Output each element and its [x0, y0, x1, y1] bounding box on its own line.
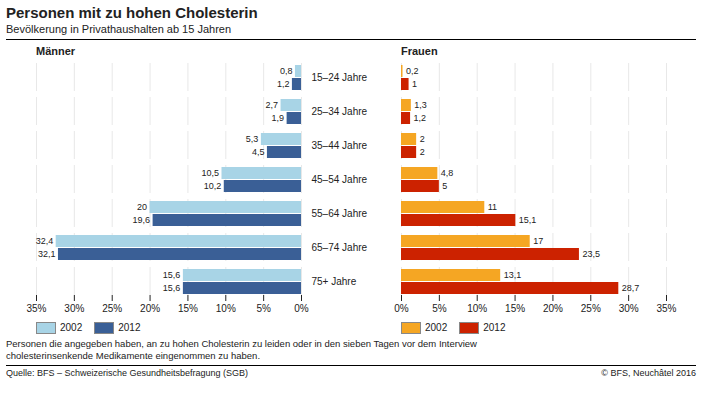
svg-text:20%: 20%	[140, 303, 160, 314]
svg-text:15%: 15%	[505, 303, 525, 314]
html-text:2012: 2012	[118, 322, 141, 333]
svg-text:32,4: 32,4	[36, 236, 54, 246]
svg-text:28,7: 28,7	[622, 283, 640, 293]
svg-text:17: 17	[533, 236, 543, 246]
svg-text:2,7: 2,7	[266, 100, 279, 110]
svg-text:20: 20	[137, 202, 147, 212]
svg-text:5%: 5%	[432, 303, 447, 314]
svg-text:10%: 10%	[216, 303, 236, 314]
svg-text:25–34 Jahre: 25–34 Jahre	[312, 106, 368, 117]
html-text:Personen mit zu hohen Choleste: Personen mit zu hohen Cholesterin	[6, 4, 258, 21]
svg-text:11: 11	[488, 202, 497, 212]
svg-text:15,6: 15,6	[163, 283, 181, 293]
html-text:Bevölkerung in Privathaushalte: Bevölkerung in Privathaushalten ab 15 Ja…	[6, 23, 231, 35]
svg-text:4,5: 4,5	[252, 147, 265, 157]
html-text:cholesterinsenkende Medikament: cholesterinsenkende Medikamente eingenom…	[6, 350, 260, 361]
svg-text:0,8: 0,8	[280, 66, 293, 76]
svg-text:55–64 Jahre: 55–64 Jahre	[312, 208, 368, 219]
html-text:Männer: Männer	[36, 45, 76, 57]
svg-text:13,1: 13,1	[504, 270, 522, 280]
svg-text:1,2: 1,2	[277, 79, 290, 89]
svg-text:25%: 25%	[581, 303, 601, 314]
html-text:Frauen: Frauen	[401, 45, 438, 57]
svg-text:65–74 Jahre: 65–74 Jahre	[312, 242, 368, 253]
svg-text:0%: 0%	[394, 303, 409, 314]
svg-text:15%: 15%	[178, 303, 198, 314]
html-text:Personen die angegeben haben,: Personen die angegeben haben, an zu hohe…	[6, 338, 477, 349]
svg-text:19,6: 19,6	[133, 215, 151, 225]
svg-text:10,2: 10,2	[204, 181, 222, 191]
svg-text:4,8: 4,8	[441, 168, 454, 178]
svg-text:25%: 25%	[102, 303, 122, 314]
svg-text:0,2: 0,2	[406, 66, 419, 76]
svg-text:20%: 20%	[543, 303, 563, 314]
html-text:2012: 2012	[483, 322, 506, 333]
svg-text:0%: 0%	[294, 303, 309, 314]
svg-text:23,5: 23,5	[582, 249, 600, 259]
html-text:2002: 2002	[425, 322, 448, 333]
html-text:Quelle: BFS – Schweizerische G: Quelle: BFS – Schweizerische Gesundheits…	[6, 368, 249, 378]
svg-text:10%: 10%	[467, 303, 487, 314]
svg-text:1,9: 1,9	[272, 113, 285, 123]
html-text:2002: 2002	[60, 322, 83, 333]
svg-text:35–44 Jahre: 35–44 Jahre	[312, 140, 368, 151]
svg-text:15–24 Jahre: 15–24 Jahre	[312, 72, 368, 83]
svg-text:30%: 30%	[64, 303, 84, 314]
svg-text:35%: 35%	[656, 303, 676, 314]
svg-text:32,1: 32,1	[38, 249, 56, 259]
svg-text:10,5: 10,5	[201, 168, 219, 178]
html-text:© BFS, Neuchâtel 2016: © BFS, Neuchâtel 2016	[601, 368, 696, 378]
svg-text:1: 1	[412, 79, 417, 89]
svg-text:1,3: 1,3	[414, 100, 427, 110]
svg-text:5: 5	[442, 181, 447, 191]
svg-text:15,1: 15,1	[519, 215, 537, 225]
svg-text:35%: 35%	[26, 303, 46, 314]
svg-text:5,3: 5,3	[246, 134, 259, 144]
svg-text:30%: 30%	[619, 303, 639, 314]
svg-text:45–54 Jahre: 45–54 Jahre	[312, 174, 368, 185]
svg-text:75+ Jahre: 75+ Jahre	[312, 276, 357, 287]
svg-text:1,2: 1,2	[414, 113, 427, 123]
svg-text:5%: 5%	[256, 303, 271, 314]
svg-text:2: 2	[420, 134, 425, 144]
svg-text:2: 2	[420, 147, 425, 157]
svg-text:15,6: 15,6	[163, 270, 181, 280]
